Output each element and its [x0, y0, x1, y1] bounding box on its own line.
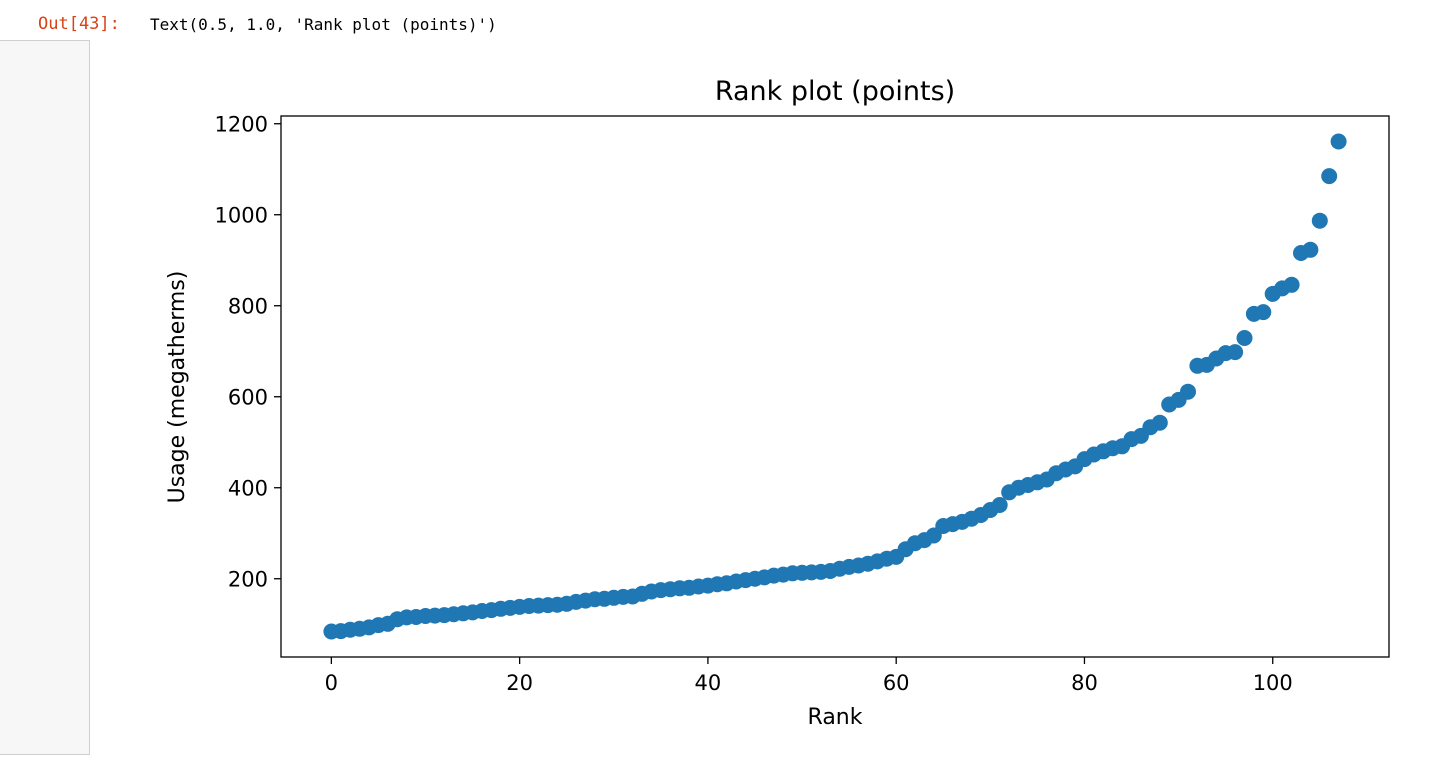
data-point [1227, 344, 1244, 361]
x-tick-label: 40 [695, 671, 722, 695]
data-point [991, 497, 1008, 513]
output-prompt: Out[43]: [38, 14, 120, 34]
axes-frame [280, 115, 1390, 658]
data-point [1236, 330, 1253, 346]
x-axis-ticks: 0 20 40 60 80 100 [325, 657, 1293, 695]
data-point [1255, 304, 1272, 321]
x-axis-label: Rank [808, 705, 863, 730]
data-point [1302, 241, 1319, 258]
data-point [1151, 414, 1168, 431]
y-tick-label: 600 [228, 386, 268, 410]
y-tick-label: 200 [228, 568, 268, 592]
data-point [1321, 168, 1338, 185]
cell-prompt-gutter[interactable] [0, 40, 90, 755]
x-tick-label: 0 [325, 671, 338, 695]
x-tick-label: 60 [883, 671, 910, 695]
y-tick-label: 800 [228, 295, 268, 319]
output-text: Text(0.5, 1.0, 'Rank plot (points)') [150, 15, 497, 34]
y-tick-label: 400 [228, 477, 268, 501]
y-axis-label: Usage (megatherms) [165, 271, 190, 504]
data-point [1311, 212, 1328, 229]
x-tick-label: 20 [506, 671, 533, 695]
chart-title: Rank plot (points) [715, 76, 955, 107]
data-point [1330, 133, 1347, 150]
y-tick-label: 1200 [215, 113, 268, 137]
y-axis-ticks: 200 400 600 800 1000 1200 [215, 113, 281, 592]
x-tick-label: 80 [1071, 671, 1098, 695]
scatter-points [323, 133, 1347, 640]
x-tick-label: 100 [1253, 671, 1293, 695]
data-point [1283, 276, 1300, 293]
data-point [1180, 383, 1196, 400]
y-tick-label: 1000 [215, 204, 268, 228]
